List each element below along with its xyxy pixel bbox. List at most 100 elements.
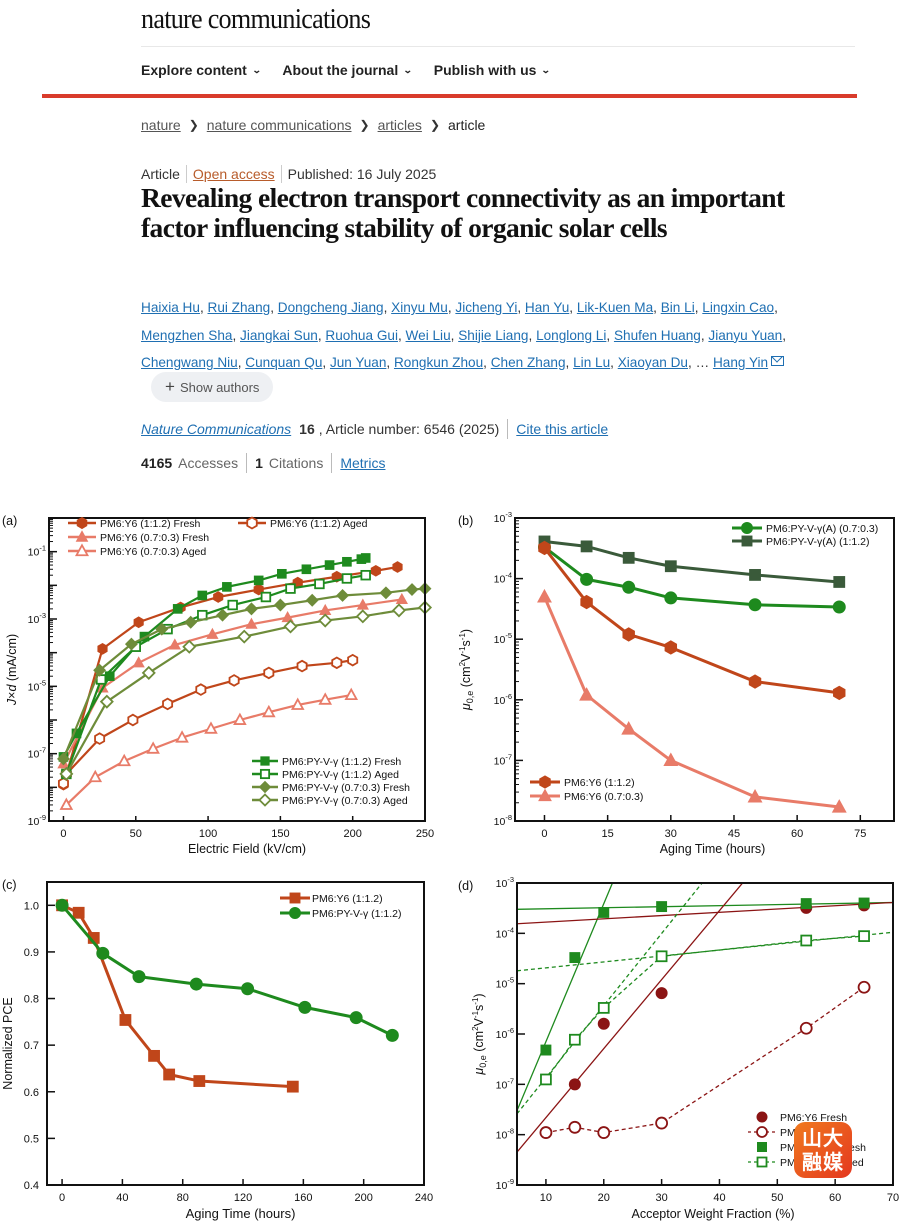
- data-point: [193, 1075, 206, 1087]
- author-link[interactable]: Jun Yuan: [329, 355, 387, 370]
- author-link[interactable]: Lingxin Cao: [702, 300, 775, 315]
- fit-line: [517, 901, 893, 925]
- plus-icon: +: [165, 377, 175, 396]
- y-tick-label: 1.0: [24, 900, 39, 912]
- nav-label: Publish with us: [433, 62, 537, 78]
- author-link[interactable]: Jianyu Yuan: [708, 327, 783, 343]
- show-authors-button[interactable]: + Show authors: [151, 372, 274, 402]
- author-link[interactable]: Ruohua Gui: [325, 327, 398, 343]
- y-tick-label: 10-8: [496, 1127, 514, 1142]
- y-tick-label: 0.5: [24, 1133, 39, 1145]
- data-point: [277, 568, 287, 579]
- x-axis-label: Electric Field (kV/cm): [188, 842, 306, 856]
- nav-publish-with-us[interactable]: Publish with us ⌄: [433, 62, 552, 78]
- breadcrumb-nature-communications[interactable]: nature communications: [206, 117, 352, 133]
- breadcrumb-articles[interactable]: articles: [377, 117, 422, 133]
- author-link[interactable]: Bin Li: [660, 300, 695, 315]
- breadcrumb-nature[interactable]: nature: [141, 117, 181, 133]
- x-tick-label: 75: [854, 828, 866, 840]
- legend-entry: PM6:Y6 (1:1.2): [530, 775, 635, 789]
- data-point: [127, 713, 139, 727]
- mail-icon[interactable]: [771, 356, 785, 366]
- fit-line: [517, 901, 893, 910]
- author-link[interactable]: Shijie Liang: [458, 327, 529, 343]
- data-point: [94, 732, 106, 745]
- author-link[interactable]: Jiangkai Sun: [240, 327, 318, 343]
- legend-entry: PM6:PY-V-γ (0.7:0.3) Aged: [252, 793, 408, 807]
- journal-link[interactable]: Nature Communications: [141, 421, 292, 437]
- data-point: [184, 615, 198, 629]
- author-separator: ,: [199, 300, 208, 315]
- data-point: [370, 564, 381, 577]
- author-list: Haixia Hu, Rui Zhang, Dongcheng Jiang, X…: [141, 294, 831, 377]
- data-point: [621, 721, 637, 735]
- header-accent-bar: [42, 94, 857, 98]
- data-point: [318, 692, 333, 705]
- data-point: [117, 753, 132, 767]
- author-link[interactable]: Lik-Kuen Ma: [576, 300, 654, 315]
- y-axis-label: μ0,e (cm2V-1s-1): [458, 629, 475, 711]
- author-link[interactable]: Mengzhen Sha: [141, 327, 233, 343]
- legend-entry: PM6:PY-V-γ (1:1.2) Fresh: [252, 756, 401, 768]
- cite-this-article-link[interactable]: Cite this article: [516, 421, 609, 437]
- author-separator: ,: [528, 327, 537, 343]
- published-date: Published: 16 July 2025: [287, 166, 437, 182]
- fit-line: [517, 883, 614, 1111]
- nav-about-the-journal[interactable]: About the journal ⌄: [282, 62, 413, 78]
- author-link[interactable]: Longlong Li: [536, 327, 607, 343]
- article-stats: 4165 Accesses 1 Citations Metrics: [141, 453, 385, 473]
- author-link[interactable]: Han Yu: [524, 300, 570, 315]
- data-point: [747, 788, 763, 803]
- author-link[interactable]: Xiaoyan Du: [617, 355, 688, 370]
- data-point: [355, 609, 370, 624]
- author-link[interactable]: Chengwang Niu: [141, 355, 238, 370]
- legend-entry: PM6:Y6 (0.7:0.3): [530, 788, 643, 803]
- chevron-down-icon: ⌄: [541, 64, 552, 75]
- author-link[interactable]: Dongcheng Jiang: [277, 300, 384, 315]
- data-point: [213, 591, 224, 603]
- series-line: [62, 565, 398, 785]
- legend-marker: [756, 1111, 768, 1123]
- y-tick-label: 10-9: [28, 813, 46, 828]
- author-link[interactable]: Haixia Hu: [141, 300, 200, 315]
- nav-explore-content[interactable]: Explore content ⌄: [141, 62, 261, 78]
- chart-panel-b: (b) 0 15 30 45 60 75 10-8 10-7 10-6 10-5 10-4 10-3 Ag…: [458, 510, 895, 856]
- series-line: [544, 539, 840, 584]
- data-point: [568, 1120, 582, 1134]
- y-tick-label: 0.7: [24, 1040, 39, 1052]
- author-link[interactable]: Cunquan Qu: [245, 355, 323, 370]
- author-link[interactable]: Rongkun Zhou: [393, 355, 484, 370]
- open-access-link[interactable]: Open access: [192, 166, 275, 182]
- legend-marker: [756, 1156, 768, 1168]
- legend-label: PM6:PY-V-γ (0.7:0.3) Fresh: [282, 782, 410, 794]
- author-link[interactable]: Wei Liu: [405, 327, 451, 343]
- data-point: [175, 730, 189, 743]
- legend-entry: PM6:PY-V-γ (1:1.2) Aged: [252, 768, 399, 781]
- author-link[interactable]: Rui Zhang: [207, 300, 271, 315]
- divider: [246, 453, 248, 473]
- journal-brand-logo[interactable]: nature communications: [141, 3, 371, 35]
- legend-entry: PM6:Y6 (0.7:0.3) Fresh: [68, 530, 209, 544]
- metrics-link[interactable]: Metrics: [340, 455, 386, 471]
- chevron-right-icon: ❯: [188, 118, 199, 132]
- series-line: [62, 598, 403, 765]
- author-link[interactable]: Xinyu Mu: [391, 300, 448, 315]
- author-separator: ,: [610, 355, 618, 370]
- data-point: [285, 583, 296, 594]
- author-link-corresponding[interactable]: Hang Yin: [712, 355, 769, 370]
- y-tick-label: 10-7: [28, 746, 46, 761]
- author-link[interactable]: Lin Lu: [573, 355, 611, 370]
- legend-label: PM6:PY-V-γ(A) (0.7:0.3): [766, 523, 878, 535]
- author-separator: ,: [270, 300, 278, 315]
- y-tick-label: 10-4: [496, 925, 514, 940]
- data-point: [799, 1021, 813, 1035]
- data-point: [273, 598, 287, 612]
- author-link[interactable]: Chen Zhang: [490, 355, 566, 370]
- data-point: [195, 683, 207, 696]
- author-separator: ,: [447, 300, 456, 315]
- x-tick-label: 30: [655, 1192, 667, 1204]
- legend-marker: [76, 516, 88, 530]
- author-link[interactable]: Shufen Huang: [613, 327, 701, 343]
- data-point: [56, 752, 70, 766]
- author-link[interactable]: Jicheng Yi: [455, 300, 518, 315]
